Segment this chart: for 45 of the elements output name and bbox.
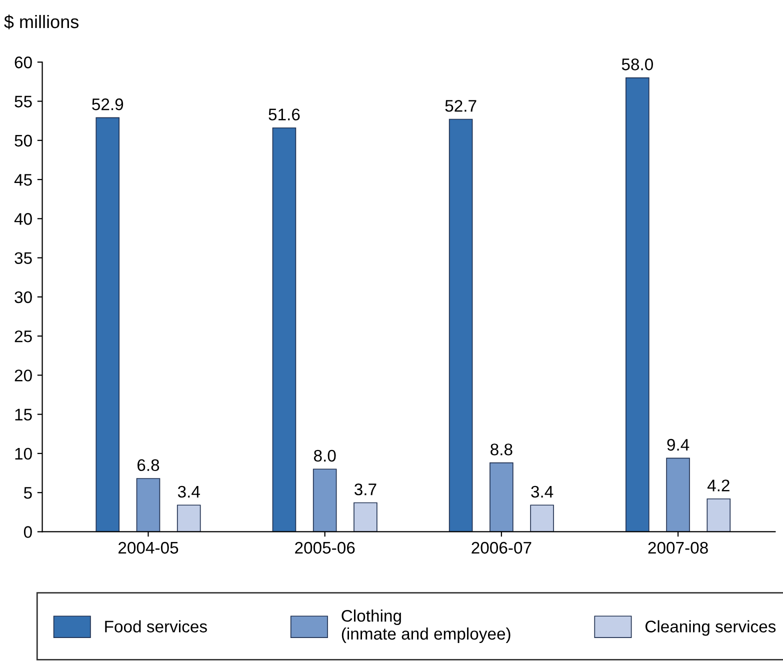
y-tick-label: 40 [14,213,32,225]
data-label: 4.2 [707,480,730,492]
data-label: 52.7 [445,100,476,112]
bar [448,118,473,532]
data-label: 3.7 [354,484,376,496]
bar [626,77,650,532]
bar [176,504,201,532]
y-tick-label: 0 [24,526,32,538]
bar [490,462,514,532]
legend-label: Food services [105,620,207,632]
data-label: 52.9 [92,98,124,110]
legend-label: Clothing (inmate and employee) [342,610,510,643]
y-tick-label: 15 [15,408,32,421]
y-tick-label: 35 [14,252,32,264]
y-tick-label: 55 [14,96,32,108]
bar [96,117,120,532]
y-tick-label: 60 [14,56,32,68]
x-tick-label: 2004-05 [118,542,178,554]
y-tick-label: 20 [14,370,32,382]
y-tick-label: 25 [14,330,32,342]
y-tick-label: 45 [14,174,32,186]
data-label: 58.0 [622,58,653,70]
y-tick-label: 5 [24,487,32,499]
y-tick-label: 30 [14,291,32,304]
bar [666,458,690,532]
data-label: 9.4 [667,438,690,451]
x-tick-label: 2007-08 [648,542,708,554]
data-label: 3.4 [531,486,554,498]
data-label: 8.8 [490,444,512,456]
bar [354,502,378,532]
data-label: 8.0 [314,450,336,462]
data-label: 51.6 [268,108,300,120]
bar [530,504,554,532]
y-tick-label: 10 [15,448,32,460]
bar [136,478,160,532]
legend-label: Cleaning services [645,620,776,636]
y-axis-title: $ millions [4,14,79,30]
bar [312,468,337,532]
data-label: 3.4 [178,486,200,498]
data-label: 6.8 [138,459,160,472]
bar [706,498,731,532]
y-tick-label: 50 [14,134,32,147]
x-tick-label: 2005-06 [295,542,355,554]
x-tick-label: 2006-07 [472,542,532,554]
bar [272,127,296,532]
